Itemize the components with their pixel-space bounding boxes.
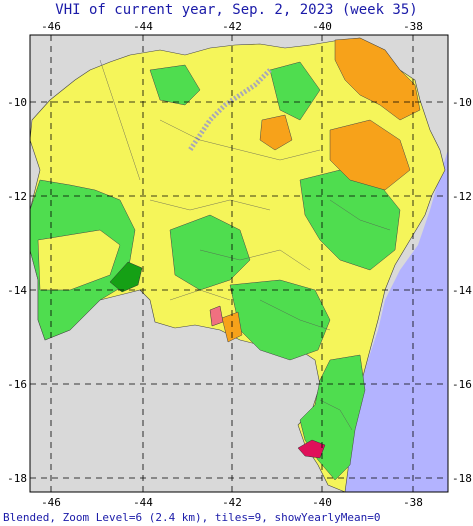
lat-tick-right: -18 [452,472,472,485]
grid-lines [30,35,448,492]
lon-tick-bottom: -40 [312,496,332,509]
region-orange-ne [334,37,421,121]
lon-tick-top: -44 [133,20,153,33]
lon-tick-top: -46 [41,20,61,33]
lat-tick-left: -18 [7,472,27,485]
river-sao-francisco [187,68,272,152]
lat-tick-left: -16 [7,378,27,391]
lat-tick-right: -10 [452,96,472,109]
lon-tick-top: -40 [312,20,332,33]
lon-tick-bottom: -38 [403,496,423,509]
lon-tick-bottom: -46 [41,496,61,509]
lat-tick-left: -12 [7,190,27,203]
lat-tick-left: -14 [7,284,27,297]
lat-tick-right: -14 [452,284,472,297]
region-orange-west [259,114,293,151]
ocean-area [345,150,448,492]
lon-tick-bottom: -42 [222,496,242,509]
municipal-borders [99,59,391,431]
lon-tick-bottom: -44 [133,496,153,509]
lat-tick-right: -16 [452,378,472,391]
plot-frame [29,34,449,493]
lon-tick-top: -42 [222,20,242,33]
region-green-south [229,279,331,361]
region-orange-mid [329,119,411,191]
region-green-north [149,64,201,106]
lat-tick-right: -12 [452,190,472,203]
region-yellow-west [37,229,121,291]
region-pink [209,305,224,327]
lon-tick-top: -38 [403,20,423,33]
map-title: VHI of current year, Sep. 2, 2023 (week … [55,2,418,18]
map-footer: Blended, Zoom Level=6 (2.4 km), tiles=9,… [3,511,381,524]
region-magenta [297,439,326,459]
lat-tick-left: -10 [7,96,27,109]
region-green-upper [269,61,321,121]
